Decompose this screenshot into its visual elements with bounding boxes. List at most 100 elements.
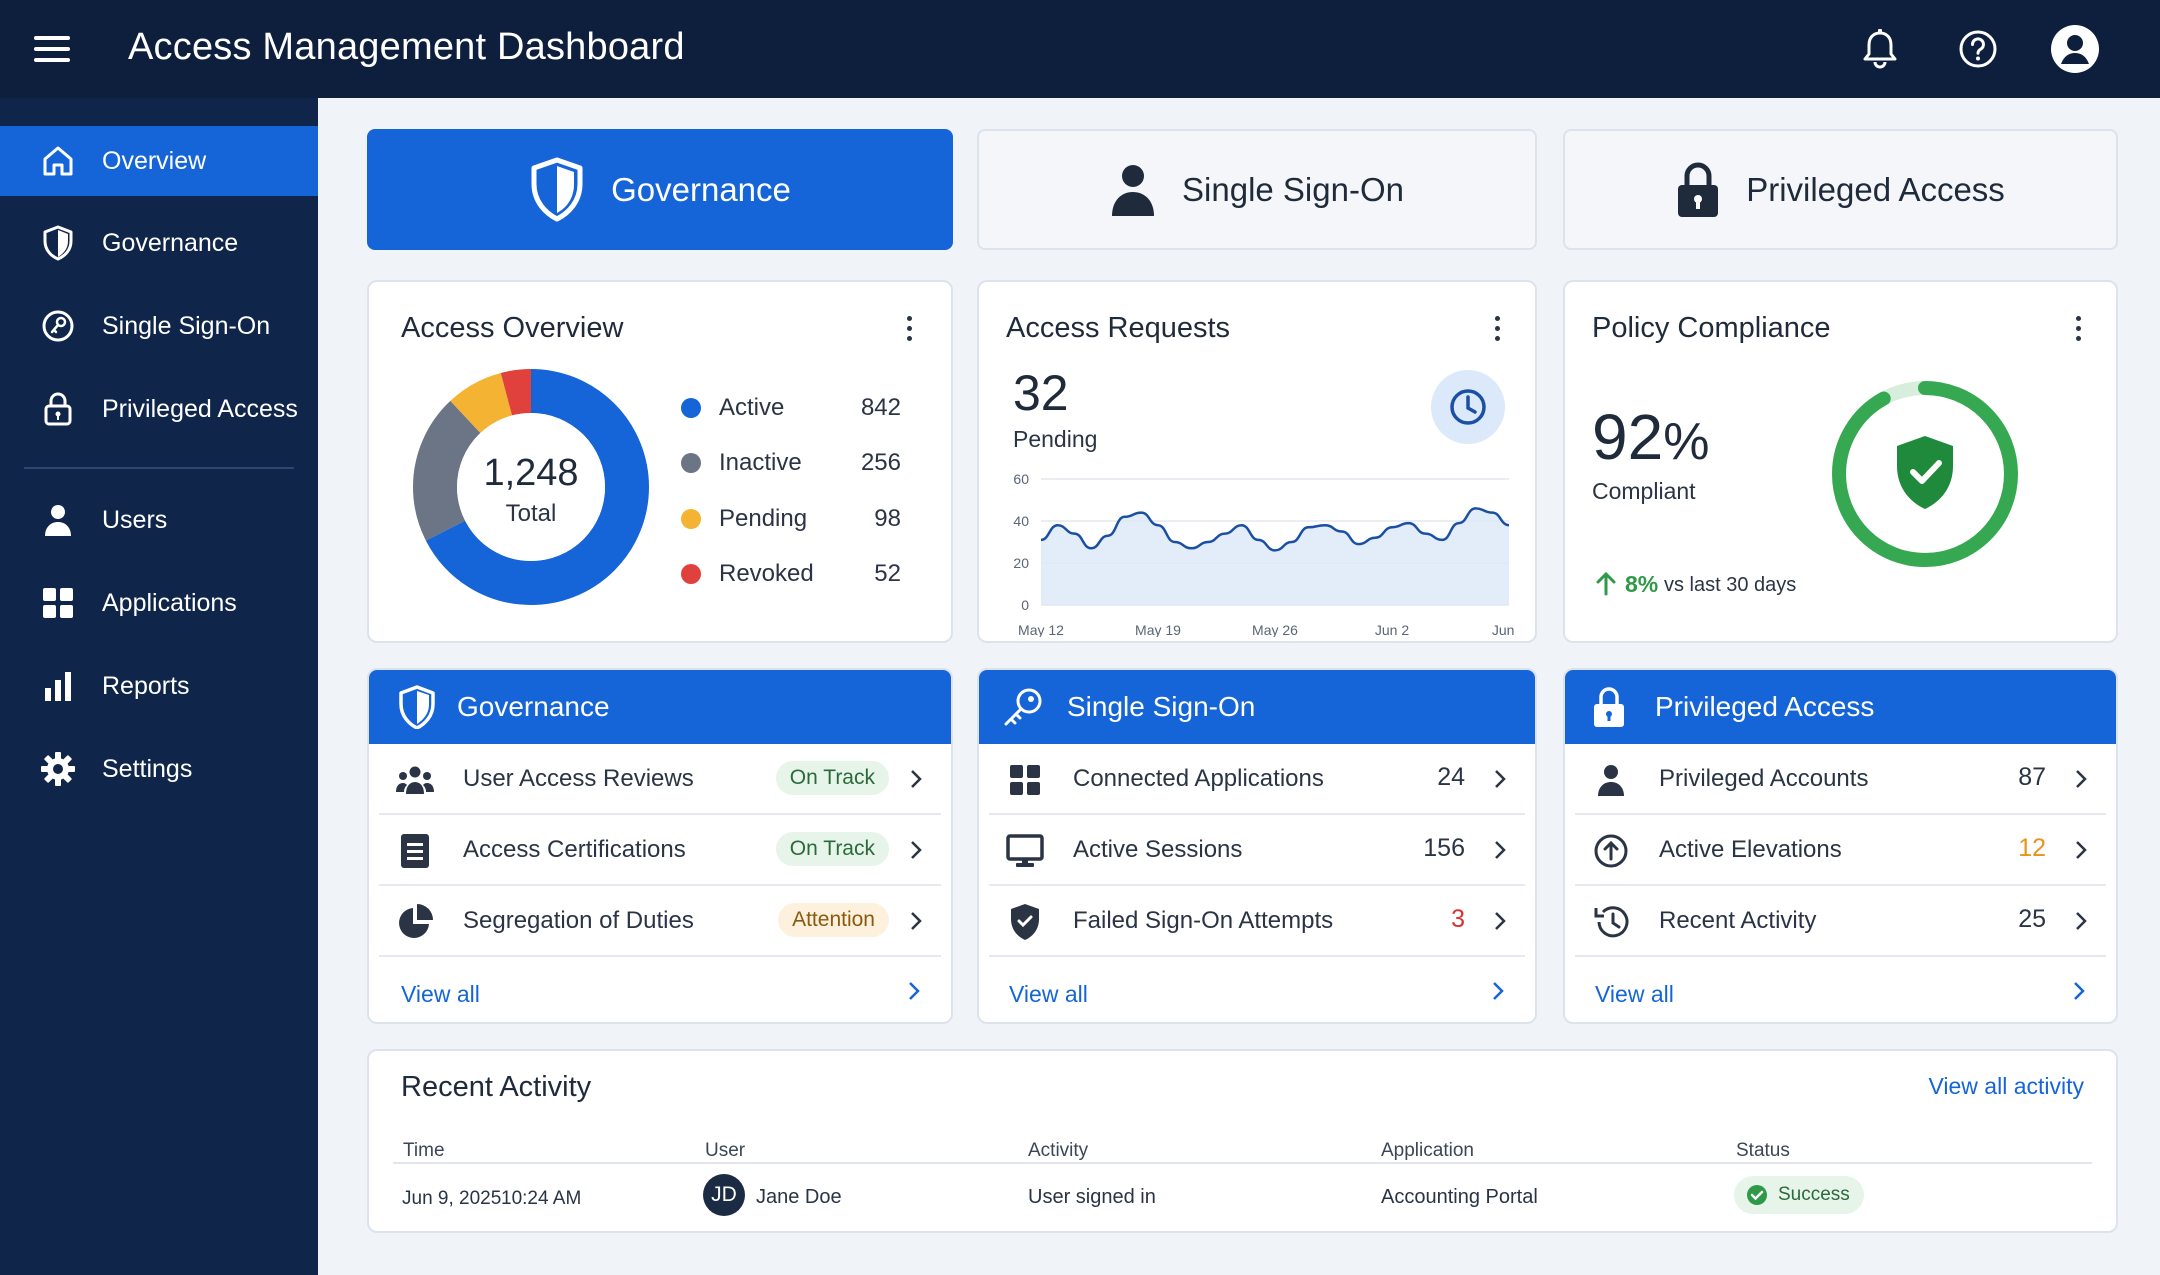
- person-icon: [38, 500, 78, 540]
- tab-label: Governance: [611, 170, 791, 208]
- more-options-icon[interactable]: [899, 312, 919, 346]
- cell-user: Jane Doe: [756, 1186, 842, 1208]
- sidebar-item-privileged-access[interactable]: Privileged Access: [0, 374, 318, 444]
- row-label: User Access Reviews: [463, 765, 694, 792]
- section-header: Governance: [369, 670, 951, 744]
- row-label: Active Sessions: [1073, 836, 1243, 863]
- column-header-status: Status: [1736, 1140, 1790, 1161]
- legend-dot: [681, 564, 701, 584]
- legend-dot: [681, 509, 701, 529]
- view-all-link[interactable]: View all: [401, 981, 480, 1007]
- shield-icon: [38, 223, 78, 263]
- bell-icon[interactable]: [1853, 22, 1907, 76]
- row-label: Segregation of Duties: [463, 907, 694, 934]
- sidebar-item-applications[interactable]: Applications: [0, 568, 318, 638]
- row-label: Connected Applications: [1073, 765, 1324, 792]
- row-privileged-accounts[interactable]: Privileged Accounts 87: [1575, 744, 2106, 815]
- legend-value: 98: [874, 505, 901, 532]
- status-badge: Success: [1734, 1176, 1864, 1214]
- lock-icon: [1678, 162, 1719, 217]
- cell-application: Accounting Portal: [1381, 1186, 1538, 1208]
- row-access-certifications[interactable]: Access Certifications On Track: [379, 815, 941, 886]
- row-user-access-reviews[interactable]: User Access Reviews On Track: [379, 744, 941, 815]
- grid-icon: [1005, 760, 1045, 800]
- lock-icon: [1587, 685, 1631, 729]
- sidebar: Overview Governance Single Sign-On Privi…: [0, 98, 318, 1275]
- person-icon: [1112, 164, 1155, 216]
- access-overview-card: Access Overview 1,248 Total Active 842 I…: [367, 280, 953, 643]
- card-title: Access Overview: [401, 312, 624, 344]
- legend-label: Inactive: [719, 449, 802, 476]
- gauge-arc: [1832, 381, 2018, 567]
- key-icon: [38, 306, 78, 346]
- legend-label: Active: [719, 394, 785, 421]
- chevron-right-icon: [2076, 912, 2087, 930]
- chevron-right-icon[interactable]: [1485, 978, 1509, 1004]
- card-title: Access Requests: [1006, 312, 1231, 344]
- sidebar-item-label: Governance: [102, 228, 239, 257]
- legend-item-active: Active 842: [681, 390, 901, 426]
- legend-item-revoked: Revoked 52: [681, 556, 901, 592]
- view-all-link[interactable]: View all: [1009, 981, 1088, 1007]
- chevron-right-icon: [911, 841, 922, 859]
- more-options-icon[interactable]: [2068, 312, 2088, 346]
- area-fill: [1041, 508, 1509, 605]
- chevron-right-icon[interactable]: [2066, 978, 2090, 1004]
- sidebar-item-users[interactable]: Users: [0, 485, 318, 555]
- cell-time: 10:24 AM: [501, 1188, 582, 1209]
- avatar-initials: JD: [711, 1183, 737, 1206]
- row-value: 25: [2018, 905, 2046, 933]
- menu-icon[interactable]: [34, 34, 72, 64]
- sidebar-item-settings[interactable]: Settings: [0, 734, 318, 804]
- pending-requests-label: Pending: [1013, 426, 1098, 452]
- section-header: Single Sign-On: [979, 670, 1535, 744]
- view-all-activity-link[interactable]: View all activity: [1928, 1073, 2084, 1099]
- legend-item-pending: Pending 98: [681, 501, 901, 537]
- recent-activity-card: Recent Activity View all activity Time U…: [367, 1049, 2118, 1233]
- section-title: Privileged Access: [1655, 691, 1875, 722]
- pie-chart-icon: [395, 902, 435, 942]
- row-segregation-of-duties[interactable]: Segregation of Duties Attention: [379, 886, 941, 957]
- y-tick-label: 60: [1013, 471, 1029, 487]
- chevron-right-icon: [1495, 770, 1506, 788]
- row-active-elevations[interactable]: Active Elevations 12: [1575, 815, 2106, 886]
- compliance-label: Compliant: [1592, 478, 1696, 504]
- donut-total-value: 1,248: [483, 452, 579, 494]
- donut-slice-inactive: [413, 369, 649, 605]
- cell-date: Jun 9, 2025: [402, 1188, 502, 1209]
- column-header-user: User: [705, 1140, 746, 1161]
- legend-value: 256: [860, 449, 901, 476]
- sidebar-item-reports[interactable]: Reports: [0, 651, 318, 721]
- help-icon[interactable]: [1951, 22, 2005, 76]
- table-header-divider: [393, 1162, 2092, 1164]
- section-title: Single Sign-On: [1067, 691, 1256, 722]
- tab-label: Privileged Access: [1746, 170, 2005, 208]
- chevron-right-icon[interactable]: [901, 978, 925, 1004]
- sidebar-divider: [24, 467, 294, 469]
- sidebar-item-label: Applications: [102, 588, 237, 617]
- status-badge: On Track: [775, 832, 889, 866]
- sso-section-card: Single Sign-On Connected Applications 24…: [977, 668, 1537, 1024]
- row-value: 12: [2018, 834, 2046, 862]
- person-icon: [1591, 760, 1631, 800]
- row-recent-activity[interactable]: Recent Activity 25: [1575, 886, 2106, 957]
- sidebar-item-single-sign-on[interactable]: Single Sign-On: [0, 291, 318, 361]
- view-all-link[interactable]: View all: [1595, 981, 1674, 1007]
- recent-activity-title: Recent Activity: [401, 1071, 592, 1103]
- row-failed-sign-on-attempts[interactable]: Failed Sign-On Attempts 3: [989, 886, 1525, 957]
- table-row[interactable]: Jun 9, 2025 10:24 AM JD Jane Doe User si…: [369, 1164, 2116, 1232]
- shield-icon: [531, 157, 583, 221]
- sidebar-item-label: Overview: [102, 146, 207, 175]
- row-active-sessions[interactable]: Active Sessions 156: [989, 815, 1525, 886]
- users-group-icon: [395, 760, 435, 800]
- user-avatar-icon[interactable]: [2048, 22, 2102, 76]
- row-connected-applications[interactable]: Connected Applications 24: [989, 744, 1525, 815]
- sidebar-item-governance[interactable]: Governance: [0, 208, 318, 278]
- tab-privileged-access[interactable]: Privileged Access: [1563, 129, 2118, 250]
- sidebar-item-overview[interactable]: Overview: [0, 126, 318, 196]
- tab-single-sign-on[interactable]: Single Sign-On: [977, 129, 1537, 250]
- more-options-icon[interactable]: [1487, 312, 1507, 346]
- chevron-right-icon: [2076, 841, 2087, 859]
- tab-governance[interactable]: Governance: [367, 129, 953, 250]
- chevron-right-icon: [911, 912, 922, 930]
